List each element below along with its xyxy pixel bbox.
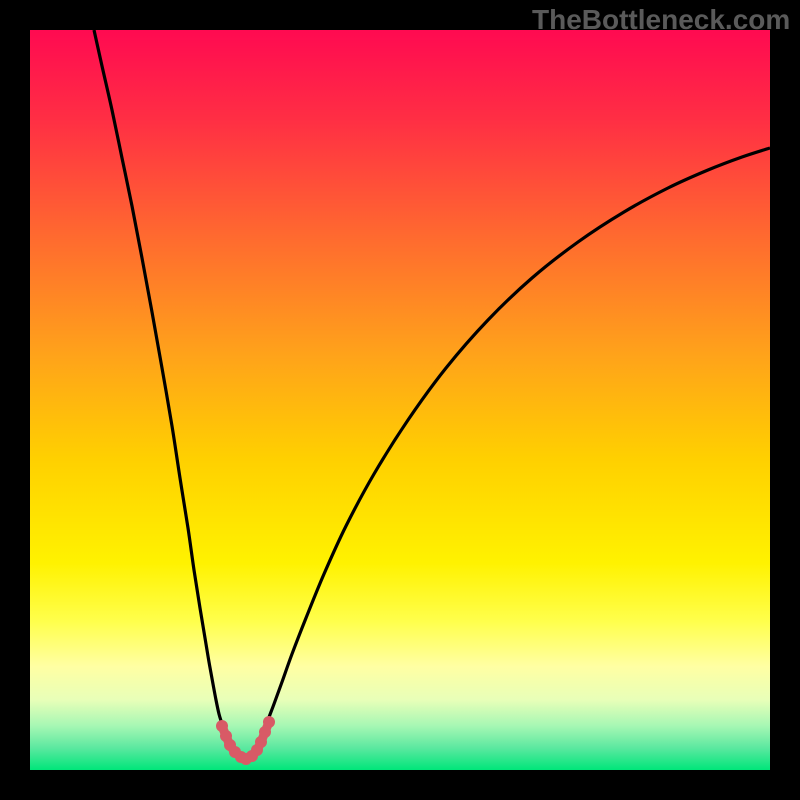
chart-background-gradient — [30, 30, 770, 770]
valley-marker-dot — [263, 716, 275, 728]
bottleneck-chart — [30, 30, 770, 770]
watermark-text: TheBottleneck.com — [532, 4, 790, 36]
